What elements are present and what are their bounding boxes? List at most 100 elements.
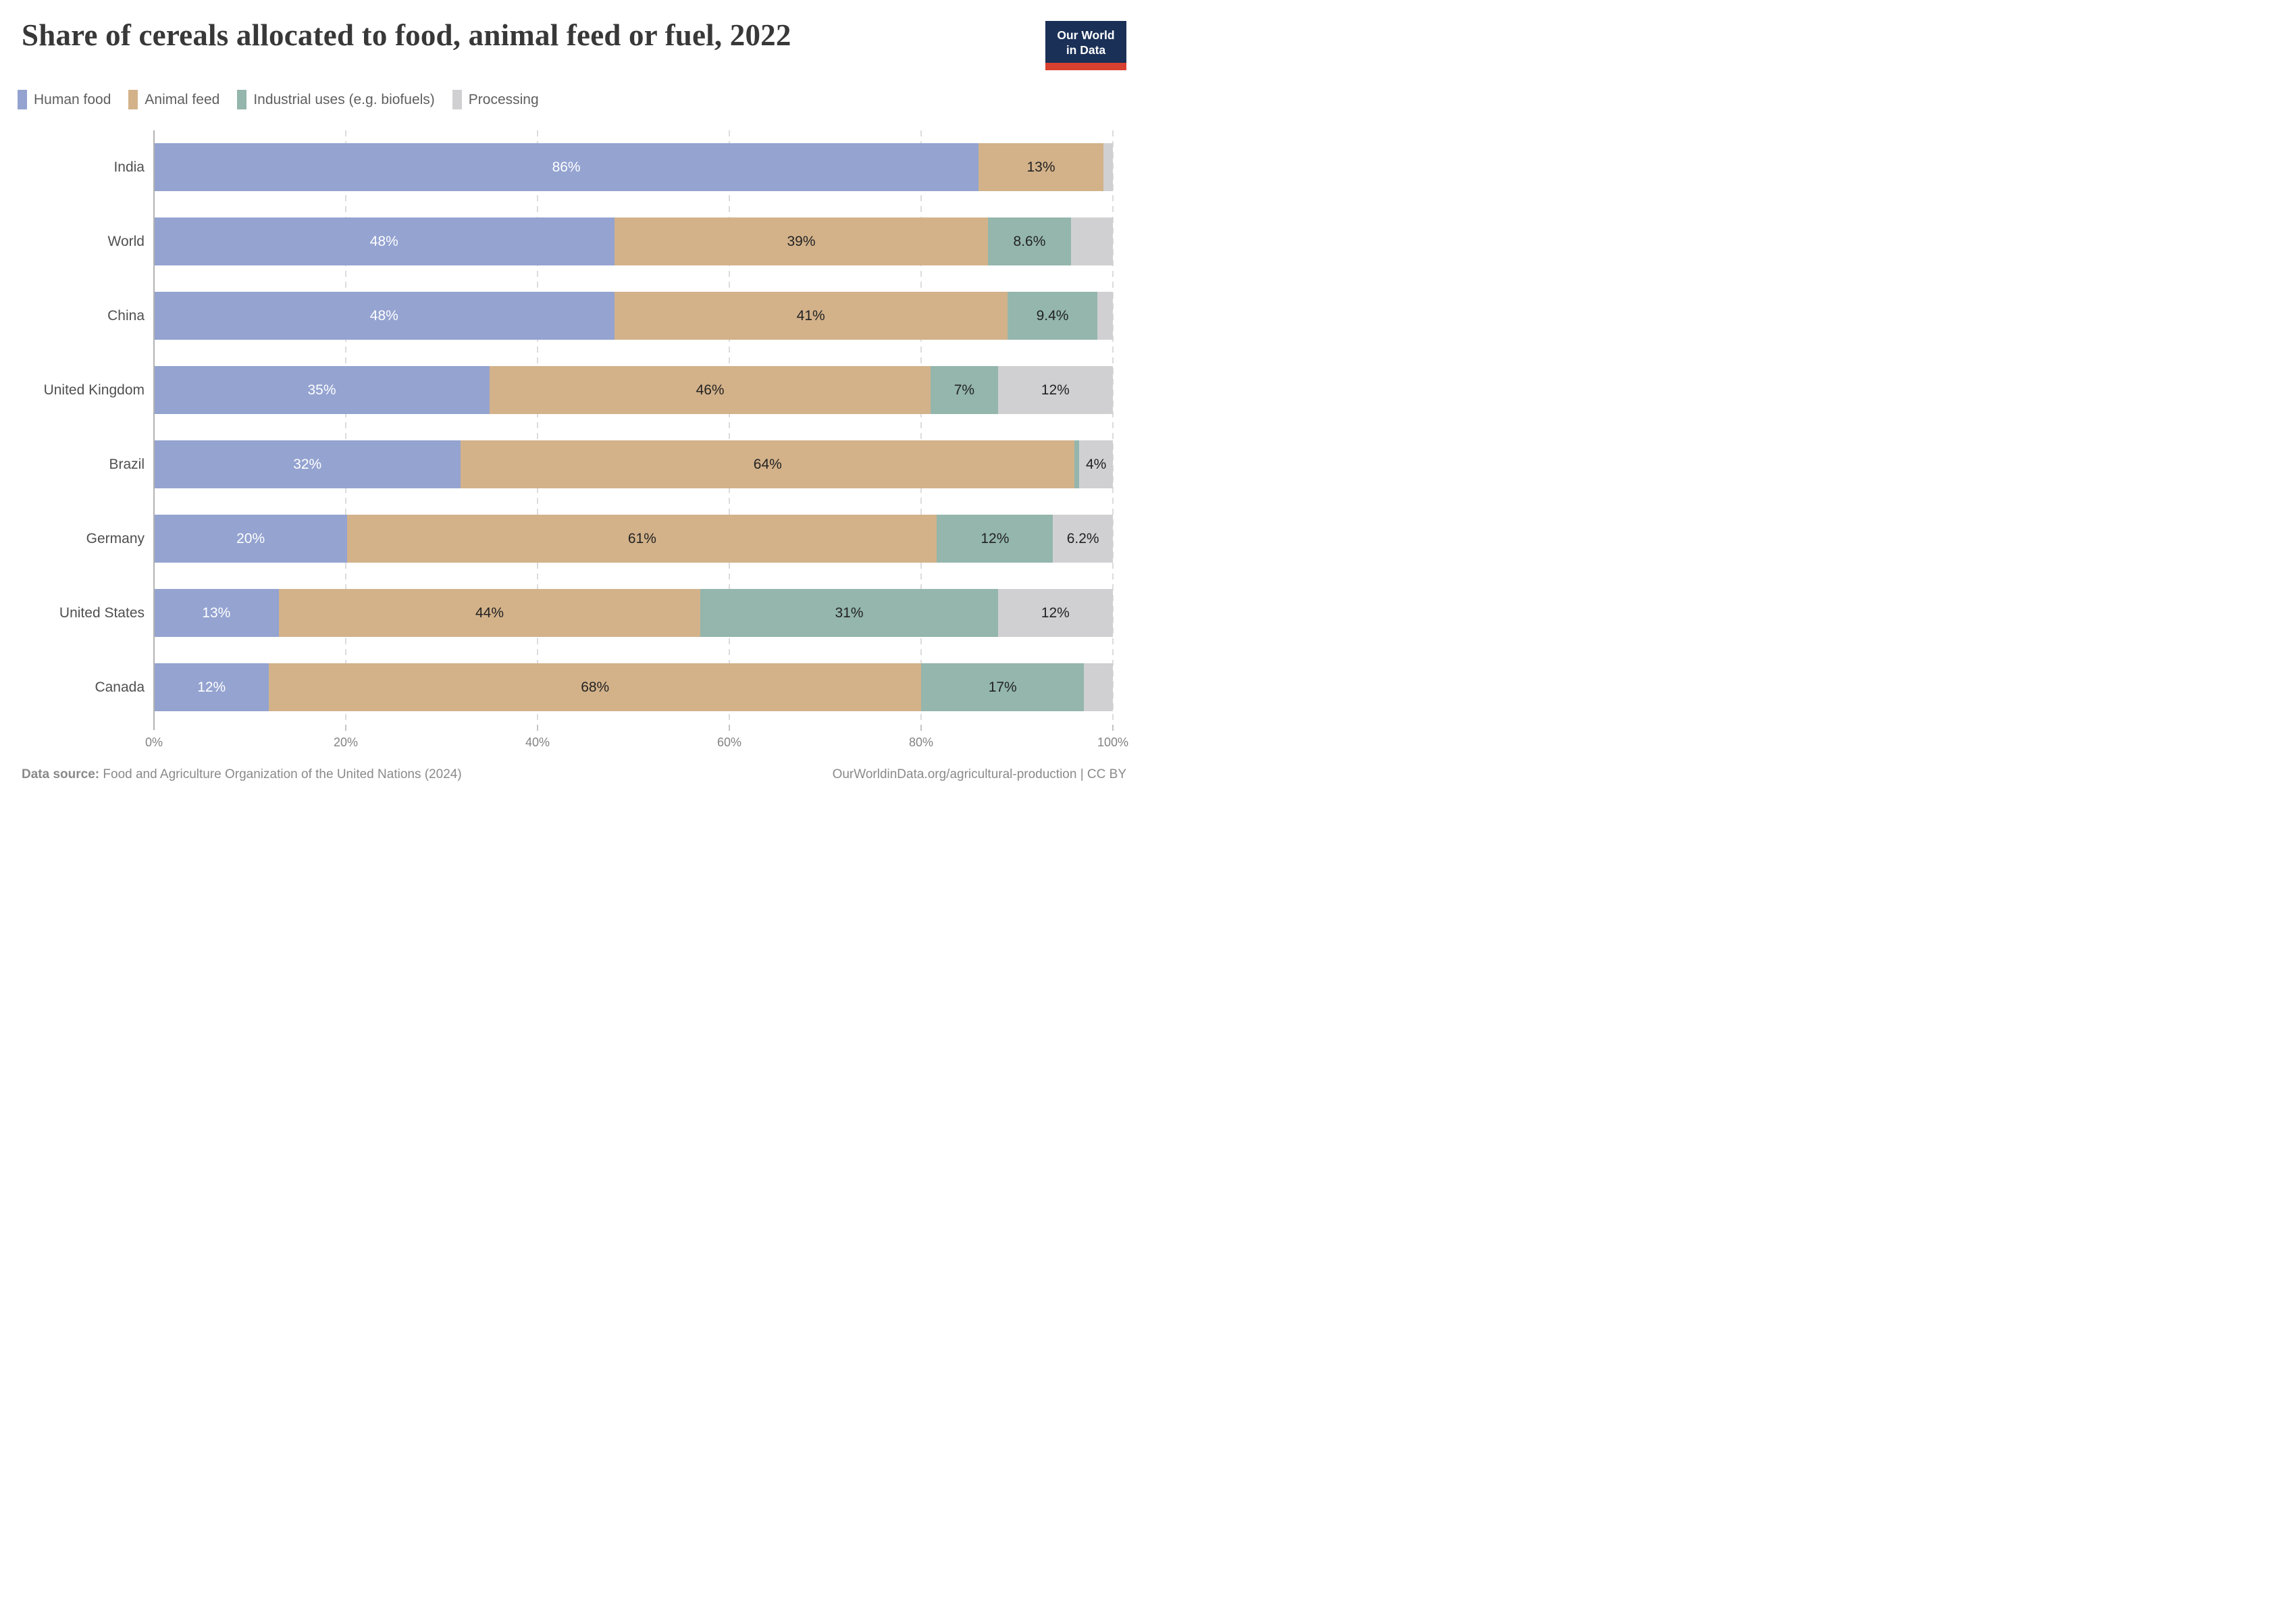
stacked-bar: 12% 68% 17% bbox=[154, 663, 1113, 711]
data-source-prefix: Data source: bbox=[22, 767, 100, 781]
bar-row: World 48% 39% 8.6% bbox=[108, 205, 1113, 279]
bar-segment-industrial-uses-e-g-biofuels[interactable]: 12% bbox=[937, 515, 1053, 563]
axis-tick-label: 40% bbox=[525, 736, 550, 749]
bar-segment-human-food[interactable]: 32% bbox=[154, 440, 461, 488]
bar-segment-processing[interactable] bbox=[1070, 217, 1113, 265]
gridline bbox=[920, 130, 922, 725]
gridline bbox=[537, 130, 538, 725]
segment-value-label: 44% bbox=[475, 604, 504, 621]
country-label: Brazil bbox=[109, 457, 145, 472]
segment-value-label: 20% bbox=[236, 530, 265, 546]
chart-page: Share of cereals allocated to food, anim… bbox=[0, 0, 1148, 810]
bar-row: India 86% 13% bbox=[113, 130, 1113, 205]
bar-segment-processing[interactable]: 12% bbox=[997, 589, 1113, 637]
bar-segment-processing[interactable] bbox=[1103, 143, 1113, 191]
bar-segment-processing[interactable]: 12% bbox=[997, 366, 1114, 414]
bar-row: Brazil 32% 64% 4% bbox=[109, 428, 1113, 502]
bar-segment-processing[interactable] bbox=[1084, 663, 1113, 711]
segment-value-label: 17% bbox=[988, 679, 1017, 695]
axis-tick-label: 0% bbox=[145, 736, 163, 749]
bar-segment-animal-feed[interactable]: 39% bbox=[614, 217, 989, 265]
credit-link[interactable]: OurWorldinData.org/agricultural-producti… bbox=[832, 767, 1126, 781]
segment-value-label: 13% bbox=[202, 604, 231, 621]
legend: Human food Animal feed Industrial uses (e.… bbox=[18, 90, 539, 109]
axis-tick bbox=[920, 725, 922, 731]
bar-segment-industrial-uses-e-g-biofuels[interactable] bbox=[1074, 440, 1080, 488]
bar-segment-processing[interactable]: 6.2% bbox=[1053, 515, 1114, 563]
legend-item-processing[interactable]: Processing bbox=[452, 90, 539, 109]
segment-value-label: 9.4% bbox=[1036, 307, 1069, 324]
legend-swatch bbox=[18, 90, 27, 109]
bar-segment-industrial-uses-e-g-biofuels[interactable]: 17% bbox=[921, 663, 1085, 711]
bar-segment-industrial-uses-e-g-biofuels[interactable]: 8.6% bbox=[988, 217, 1071, 265]
gridline bbox=[729, 130, 730, 725]
country-label: United Kingdom bbox=[43, 382, 145, 398]
segment-value-label: 61% bbox=[627, 530, 656, 546]
bar-segment-human-food[interactable]: 13% bbox=[154, 589, 279, 637]
bar-segment-animal-feed[interactable]: 64% bbox=[461, 440, 1075, 488]
legend-swatch bbox=[237, 90, 247, 109]
stacked-bar: 86% 13% bbox=[154, 143, 1113, 191]
bar-segment-human-food[interactable]: 20% bbox=[154, 515, 348, 563]
bar-segment-human-food[interactable]: 35% bbox=[154, 366, 490, 414]
bar-row: Canada 12% 68% 17% bbox=[95, 650, 1113, 725]
bar-segment-animal-feed[interactable]: 44% bbox=[278, 589, 701, 637]
bar-segment-processing[interactable]: 4% bbox=[1079, 440, 1113, 488]
logo-red-bar bbox=[1045, 63, 1126, 70]
axis-tick bbox=[729, 725, 730, 731]
axis-tick-label: 20% bbox=[333, 736, 359, 749]
data-source-text: Food and Agriculture Organization of the… bbox=[103, 767, 462, 781]
country-label: China bbox=[107, 308, 145, 324]
stacked-bar: 35% 46% 7% 12% bbox=[154, 366, 1114, 414]
bar-segment-human-food[interactable]: 48% bbox=[154, 292, 615, 340]
stacked-bar: 48% 39% 8.6% bbox=[154, 217, 1113, 265]
segment-value-label: 35% bbox=[307, 382, 336, 398]
bar-segment-human-food[interactable]: 12% bbox=[154, 663, 269, 711]
bar-rows: India 86% 13% World 48% 39% 8.6% China 48% 41% 9.4… bbox=[44, 130, 1114, 725]
segment-value-label: 64% bbox=[753, 456, 782, 472]
chart-title: Share of cereals allocated to food, anim… bbox=[22, 18, 791, 52]
owid-logo[interactable]: Our World in Data bbox=[1045, 21, 1126, 70]
bar-segment-animal-feed[interactable]: 41% bbox=[614, 292, 1008, 340]
bar-segment-industrial-uses-e-g-biofuels[interactable]: 7% bbox=[931, 366, 998, 414]
segment-value-label: 86% bbox=[552, 159, 581, 175]
gridline bbox=[1112, 130, 1114, 725]
axis-tick bbox=[345, 725, 346, 731]
bar-segment-industrial-uses-e-g-biofuels[interactable]: 9.4% bbox=[1007, 292, 1098, 340]
legend-label: Human food bbox=[34, 91, 111, 107]
stacked-bar: 20% 61% 12% 6.2% bbox=[154, 515, 1114, 563]
bar-segment-animal-feed[interactable]: 13% bbox=[979, 143, 1103, 191]
country-label: Canada bbox=[95, 679, 145, 695]
segment-value-label: 31% bbox=[835, 604, 864, 621]
bar-row: United Kingdom 35% 46% 7% 12% bbox=[44, 353, 1114, 428]
legend-label: Animal feed bbox=[145, 91, 220, 107]
segment-value-label: 7% bbox=[954, 382, 975, 398]
country-label: United States bbox=[59, 605, 145, 621]
bar-segment-processing[interactable] bbox=[1097, 292, 1113, 340]
axis-tick-label: 100% bbox=[1097, 736, 1129, 749]
bar-segment-animal-feed[interactable]: 68% bbox=[269, 663, 921, 711]
bar-row: Germany 20% 61% 12% 6.2% bbox=[86, 502, 1114, 576]
bar-segment-industrial-uses-e-g-biofuels[interactable]: 31% bbox=[700, 589, 998, 637]
segment-value-label: 6.2% bbox=[1066, 530, 1099, 546]
legend-item-human-food[interactable]: Human food bbox=[18, 90, 111, 109]
bar-segment-human-food[interactable]: 48% bbox=[154, 217, 615, 265]
legend-item-animal-feed[interactable]: Animal feed bbox=[128, 90, 219, 109]
segment-value-label: 68% bbox=[581, 679, 610, 695]
axis-tick-label: 80% bbox=[908, 736, 934, 749]
bar-segment-human-food[interactable]: 86% bbox=[154, 143, 979, 191]
segment-value-label: 4% bbox=[1085, 456, 1107, 472]
legend-swatch bbox=[452, 90, 462, 109]
segment-value-label: 48% bbox=[369, 233, 398, 249]
legend-item-industrial-uses-e-g-biofuels[interactable]: Industrial uses (e.g. biofuels) bbox=[237, 90, 435, 109]
axis-tick bbox=[1112, 725, 1114, 731]
legend-label: Industrial uses (e.g. biofuels) bbox=[253, 91, 435, 107]
bar-segment-animal-feed[interactable]: 61% bbox=[347, 515, 937, 563]
country-label: India bbox=[113, 159, 145, 175]
segment-value-label: 39% bbox=[787, 233, 816, 249]
segment-value-label: 12% bbox=[197, 679, 226, 695]
bar-row: United States 13% 44% 31% 12% bbox=[59, 576, 1113, 650]
country-label: World bbox=[107, 234, 145, 249]
stacked-bar: 48% 41% 9.4% bbox=[154, 292, 1113, 340]
bar-segment-animal-feed[interactable]: 46% bbox=[490, 366, 931, 414]
